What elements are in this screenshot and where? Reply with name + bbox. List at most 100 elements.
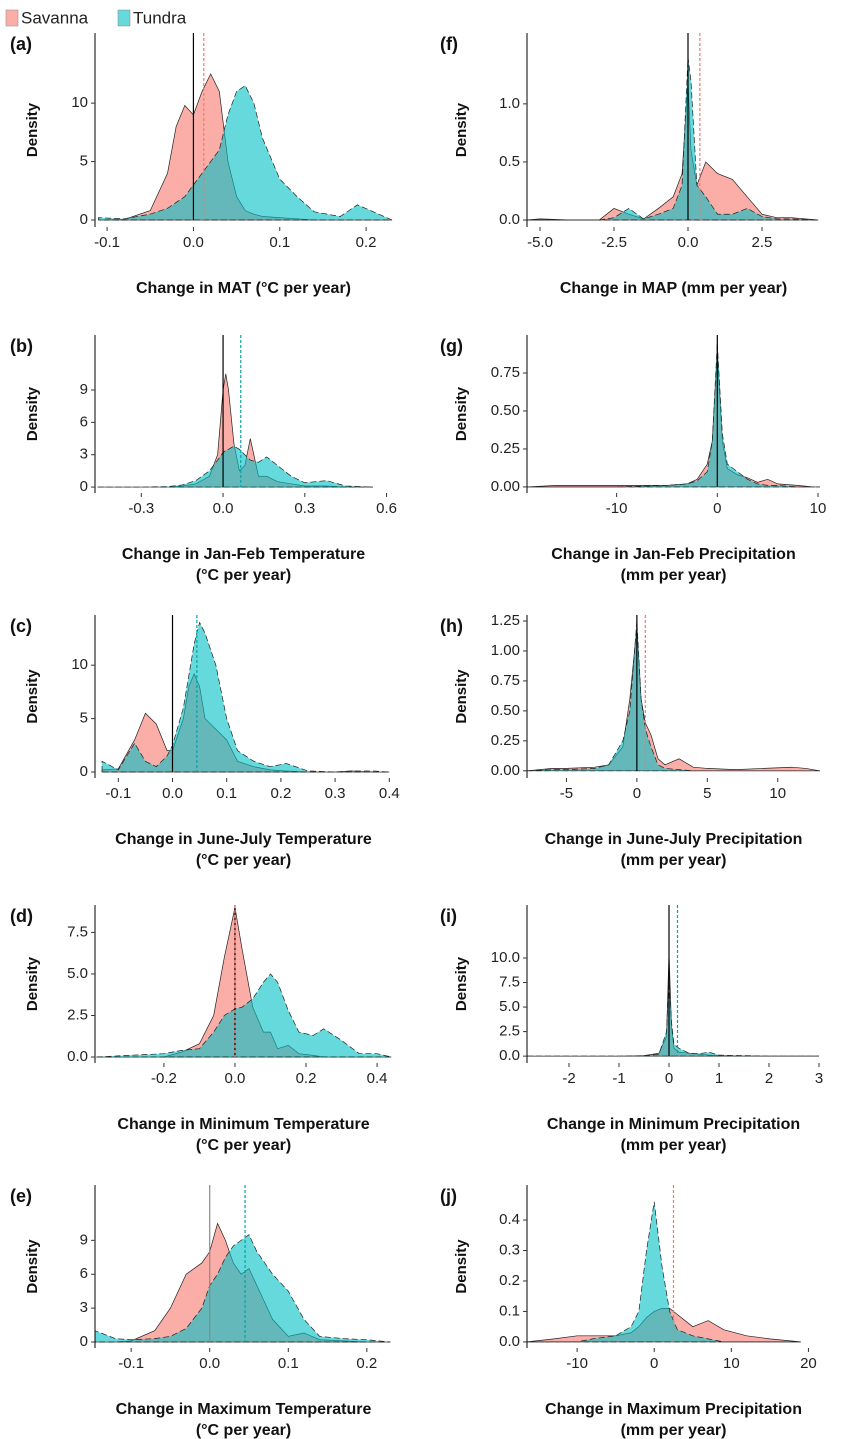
x-tick-label: 0.0: [199, 1355, 220, 1372]
x-tick-label: 2: [765, 1070, 773, 1087]
y-tick-label: 2.5: [499, 1023, 520, 1040]
y-tick-label: 0.1: [499, 1302, 520, 1319]
density-area: [526, 620, 820, 772]
y-tick-label: 0.0: [67, 1048, 88, 1065]
x-tick-label: 20: [800, 1355, 817, 1372]
x-tick-label: 0.1: [278, 1355, 299, 1372]
y-axis-label: Density: [453, 386, 470, 441]
density-area: [96, 973, 392, 1058]
y-tick-label: 0.75: [491, 672, 520, 689]
y-tick-label: 9: [80, 381, 88, 398]
density-area: [98, 85, 393, 221]
x-tick-label: -0.2: [151, 1070, 177, 1087]
x-tick-label: -2: [562, 1070, 575, 1087]
x-tick-label: 0.4: [379, 785, 400, 802]
x-tick-label: -5.0: [527, 234, 553, 251]
y-tick-label: 6: [80, 1265, 88, 1282]
panel-label: (j): [440, 1186, 457, 1206]
density-area: [97, 445, 373, 488]
y-tick-label: 0.5: [499, 153, 520, 170]
x-tick-label: 0.0: [225, 1070, 246, 1087]
x-tick-label: -0.3: [128, 500, 154, 517]
y-tick-label: 10: [71, 94, 88, 111]
legend-swatch: [117, 9, 131, 27]
x-axis-label: Change in June-July Temperature: [115, 831, 372, 848]
density-area: [527, 977, 819, 1057]
x-tick-label: 0.4: [367, 1070, 388, 1087]
legend-label: Tundra: [133, 8, 187, 27]
y-tick-label: 3: [80, 446, 88, 463]
x-tick-label: 0.2: [356, 1355, 377, 1372]
x-axis-label: (°C per year): [196, 1137, 291, 1154]
x-axis-label: Change in MAT (°C per year): [136, 280, 351, 297]
x-axis-label: Change in Jan-Feb Temperature: [122, 546, 365, 563]
panel-label: (c): [10, 616, 32, 636]
y-tick-label: 0: [80, 478, 88, 495]
x-tick-label: 1: [715, 1070, 723, 1087]
x-tick-label: -0.1: [118, 1355, 144, 1372]
panel-label: (i): [440, 906, 457, 926]
x-tick-label: 10: [723, 1355, 740, 1372]
y-axis-label: Density: [453, 956, 470, 1011]
density-area: [101, 621, 390, 773]
y-tick-label: 3: [80, 1299, 88, 1316]
density-area: [94, 1234, 391, 1343]
x-tick-label: 0.3: [294, 500, 315, 517]
y-tick-label: 2.5: [67, 1006, 88, 1023]
x-tick-label: 0.2: [356, 234, 377, 251]
x-axis-label: Change in MAP (mm per year): [560, 280, 787, 297]
x-tick-label: 0.6: [376, 500, 397, 517]
y-tick-label: 6: [80, 413, 88, 430]
x-axis-label: (°C per year): [196, 1422, 291, 1439]
x-axis-label: Change in Minimum Temperature: [117, 1116, 369, 1133]
panel-label: (d): [10, 906, 33, 926]
y-tick-label: 1.00: [491, 642, 520, 659]
density-area: [527, 57, 819, 221]
x-axis-label: (°C per year): [196, 567, 291, 584]
y-tick-label: 5.0: [499, 998, 520, 1015]
y-tick-label: 0.00: [491, 762, 520, 779]
density-area: [527, 1201, 801, 1343]
density-area: [526, 626, 821, 772]
y-axis-label: Density: [24, 669, 41, 724]
x-axis-label: (mm per year): [621, 1422, 727, 1439]
x-tick-label: 0.0: [162, 785, 183, 802]
y-tick-label: 0.2: [499, 1272, 520, 1289]
y-tick-label: 0.00: [491, 478, 520, 495]
x-tick-label: 0.2: [270, 785, 291, 802]
y-tick-label: 5: [80, 153, 88, 170]
x-tick-label: -5: [560, 785, 573, 802]
x-axis-label: Change in June-July Precipitation: [545, 831, 803, 848]
y-tick-label: 10.0: [491, 949, 520, 966]
legend-label: Savanna: [21, 8, 89, 27]
panel-label: (g): [440, 336, 463, 356]
x-tick-label: -0.1: [105, 785, 131, 802]
y-tick-label: 1.0: [499, 95, 520, 112]
density-area: [527, 342, 820, 488]
x-tick-label: 0.0: [678, 234, 699, 251]
y-axis-label: Density: [24, 956, 41, 1011]
panel-label: (a): [10, 34, 32, 54]
y-axis-label: Density: [453, 669, 470, 724]
y-axis-label: Density: [453, 1239, 470, 1294]
x-tick-label: 0: [713, 500, 721, 517]
y-tick-label: 0.25: [491, 732, 520, 749]
y-axis-label: Density: [453, 102, 470, 157]
x-tick-label: 0: [665, 1070, 673, 1087]
x-axis-label: Change in Jan-Feb Precipitation: [551, 546, 795, 563]
y-tick-label: 5: [80, 710, 88, 727]
x-tick-label: -10: [566, 1355, 588, 1372]
x-tick-label: 0.2: [296, 1070, 317, 1087]
y-tick-label: 10: [71, 656, 88, 673]
panel-label: (b): [10, 336, 33, 356]
y-axis-label: Density: [24, 386, 41, 441]
panel-label: (f): [440, 34, 458, 54]
y-tick-label: 0.0: [499, 1047, 520, 1064]
x-tick-label: -2.5: [601, 234, 627, 251]
x-tick-label: 0: [633, 785, 641, 802]
x-axis-label: Change in Maximum Precipitation: [545, 1401, 802, 1418]
y-tick-label: 0.50: [491, 702, 520, 719]
y-tick-label: 0.0: [499, 1333, 520, 1350]
x-tick-label: -1: [612, 1070, 625, 1087]
